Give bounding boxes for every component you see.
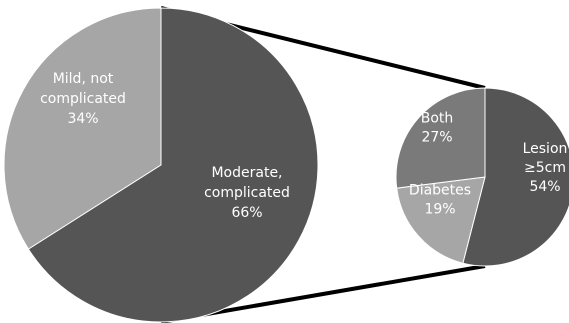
main-pie — [3, 7, 319, 323]
main-slice-mild-not-complicated — [3, 7, 162, 250]
main-label-moderate-complicated: Moderate, complicated 66% — [204, 165, 290, 221]
secondary-pie — [395, 87, 569, 267]
secondary-slice-lesion-gte-5cm — [462, 87, 569, 267]
main-slice-moderate-complicated — [27, 7, 319, 323]
secondary-pie-labels: Lesion ≥5cm 54% Diabetes 19% Both 27% — [409, 111, 567, 218]
secondary-slice-diabetes — [396, 176, 486, 264]
main-label-mild-not-complicated: Mild, not complicated 34% — [40, 71, 126, 127]
secondary-slice-both — [395, 87, 486, 189]
secondary-label-both: Both 27% — [421, 111, 454, 146]
main-pie-labels: Mild, not complicated 34% Moderate, complica… — [40, 71, 290, 221]
secondary-label-lesion-gte-5cm: Lesion ≥5cm 54% — [523, 141, 568, 195]
secondary-label-diabetes: Diabetes 19% — [409, 183, 471, 218]
